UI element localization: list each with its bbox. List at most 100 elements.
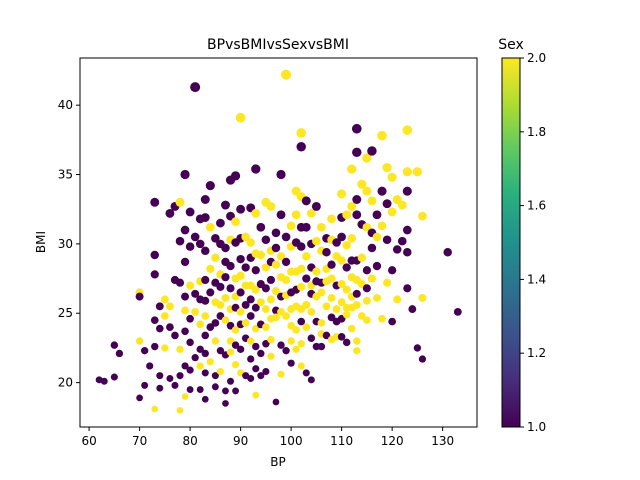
y-tick-label: 35 (58, 168, 73, 182)
data-point (185, 207, 195, 217)
data-point (337, 189, 347, 199)
data-point (418, 211, 427, 221)
data-point (342, 210, 352, 220)
data-point (160, 312, 169, 320)
data-point (171, 331, 179, 340)
data-point (382, 162, 392, 173)
data-point (180, 225, 190, 235)
data-point (226, 337, 235, 345)
x-axis: 60 70 80 90 100 110 120 130 (81, 427, 454, 448)
data-point (271, 287, 280, 296)
y-axis: 20 25 30 35 40 (58, 98, 80, 390)
data-point (327, 274, 336, 283)
data-point (292, 326, 300, 334)
data-point (175, 278, 185, 287)
data-point (246, 238, 255, 247)
colorbar-frame (501, 57, 521, 428)
data-point (257, 372, 265, 380)
data-point (357, 179, 367, 189)
data-point (388, 317, 396, 326)
data-point (226, 348, 235, 356)
data-point (282, 275, 291, 285)
data-point (281, 232, 291, 242)
data-point (296, 142, 306, 152)
data-point (226, 321, 235, 330)
data-point (317, 222, 326, 232)
data-point (302, 300, 311, 309)
chart-title: BPvsBMIvsSexvsBMI (207, 37, 349, 53)
data-point (267, 335, 275, 344)
data-point (271, 243, 281, 253)
data-point (140, 347, 149, 355)
data-point (352, 195, 362, 204)
data-point (135, 292, 144, 301)
colorbar-tick-label: 1.0 (527, 420, 546, 434)
data-point (388, 266, 397, 275)
data-point (191, 289, 200, 298)
data-point (196, 345, 204, 354)
data-point (296, 128, 307, 138)
data-point (227, 377, 235, 385)
data-point (352, 289, 361, 298)
data-point (362, 186, 372, 196)
data-point (181, 327, 189, 336)
data-point (311, 201, 321, 211)
data-point (181, 292, 190, 301)
y-tick-label: 25 (58, 306, 73, 320)
data-point (241, 232, 250, 242)
data-point (377, 186, 387, 196)
y-axis-label: BMI (34, 231, 48, 253)
data-point (115, 349, 124, 358)
data-point (287, 359, 295, 367)
data-point (186, 314, 194, 323)
data-point (190, 82, 201, 93)
data-point (236, 254, 245, 264)
data-point (211, 383, 219, 391)
data-point (372, 232, 382, 242)
x-tick-label: 70 (132, 434, 147, 448)
data-point (146, 362, 154, 370)
data-point (347, 201, 357, 211)
data-point (201, 312, 210, 320)
data-point (185, 242, 195, 251)
data-point (267, 352, 275, 360)
data-point (196, 320, 205, 329)
data-point (327, 294, 336, 302)
data-point (317, 319, 326, 327)
data-point (206, 264, 215, 273)
data-point (306, 208, 316, 218)
data-point (362, 266, 372, 275)
data-point (261, 284, 270, 293)
y-tick-label: 40 (58, 98, 73, 112)
data-point (387, 172, 397, 182)
data-point (226, 211, 235, 221)
data-point (176, 407, 184, 414)
data-point (317, 288, 326, 297)
data-point (191, 354, 199, 362)
data-point (150, 250, 159, 260)
data-point (256, 250, 266, 260)
data-point (337, 232, 346, 242)
data-point (251, 324, 260, 333)
data-point (352, 210, 362, 220)
data-point (195, 239, 205, 249)
data-point (362, 296, 371, 305)
data-point (156, 384, 164, 392)
data-point (272, 398, 280, 406)
data-point (402, 186, 412, 196)
data-point (166, 323, 174, 331)
data-point (362, 153, 372, 163)
data-point (277, 341, 285, 349)
data-point (266, 275, 276, 285)
data-point (171, 381, 179, 389)
data-point (297, 264, 306, 273)
data-point (296, 242, 306, 251)
x-tick-label: 130 (431, 434, 454, 448)
data-point (352, 300, 361, 309)
data-point (216, 367, 224, 376)
data-point (221, 200, 230, 210)
data-point (231, 341, 240, 349)
data-point (393, 295, 402, 304)
data-point (342, 338, 351, 347)
data-point (418, 355, 427, 363)
